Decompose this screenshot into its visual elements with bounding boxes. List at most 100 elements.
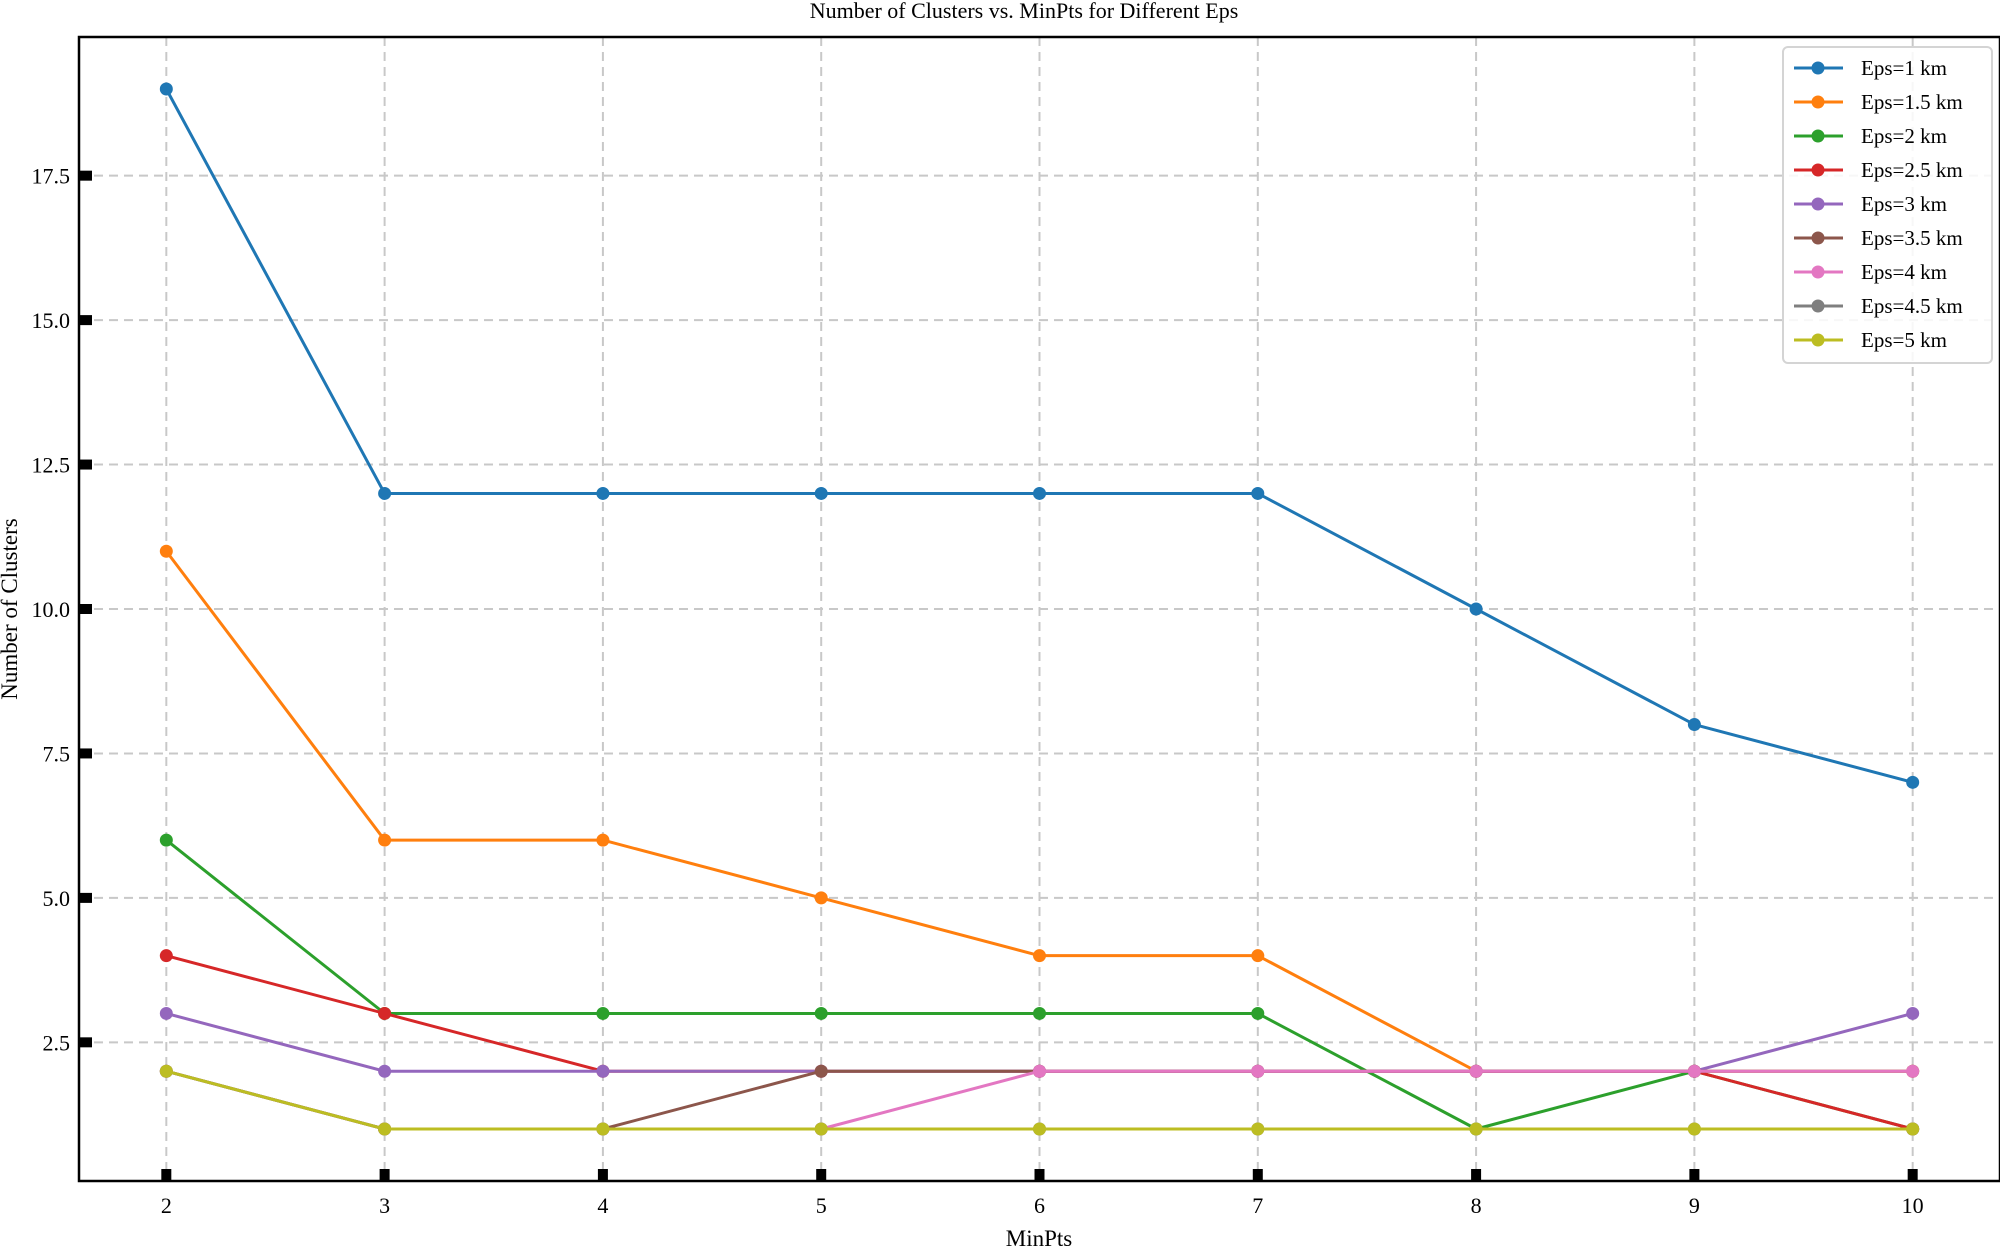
plot-frame (77, 35, 2000, 1183)
data-point (1251, 1006, 1265, 1020)
x-tick-mark (1471, 1169, 1482, 1180)
x-tick-label: 4 (597, 1193, 608, 1218)
data-point (1033, 1006, 1046, 1020)
data-point (1251, 486, 1265, 500)
x-tick-label: 3 (379, 1193, 390, 1218)
legend-marker (1811, 265, 1825, 279)
legend-entry: Eps=1 km (1794, 56, 1947, 80)
legend-marker (1811, 197, 1825, 211)
x-tick-mark (1907, 1169, 1918, 1180)
x-tick-label: 8 (1471, 1193, 1482, 1218)
y-tick-mark (80, 604, 92, 614)
x-tick-mark (597, 1169, 608, 1180)
legend-marker (1811, 333, 1825, 347)
data-point (1251, 949, 1265, 963)
data-point (378, 1122, 392, 1136)
legend-marker (1811, 231, 1825, 245)
data-point (159, 82, 173, 96)
data-point (159, 833, 173, 847)
legend-entry: Eps=2 km (1794, 124, 1947, 148)
legend-label: Eps=1.5 km (1861, 90, 1963, 114)
legend-label: Eps=4 km (1861, 260, 1947, 284)
x-tick-label: 5 (816, 1193, 827, 1218)
data-point (814, 1122, 828, 1136)
data-point (378, 486, 392, 500)
x-tick-mark (379, 1169, 390, 1180)
y-tick-label: 2.5 (43, 1030, 71, 1055)
x-tick-label: 6 (1034, 1193, 1045, 1218)
data-point (814, 486, 828, 500)
legend-marker (1811, 129, 1825, 143)
legend-label: Eps=2 km (1861, 124, 1947, 148)
x-tick-mark (1034, 1169, 1045, 1180)
y-tick-label: 17.5 (32, 164, 71, 189)
y-tick-mark (80, 315, 92, 326)
y-tick-label: 10.0 (32, 597, 71, 622)
y-tick-label: 5.0 (43, 886, 71, 911)
legend-marker (1811, 163, 1825, 177)
legend-entry: Eps=4.5 km (1794, 294, 1963, 318)
series-group (159, 82, 1920, 1136)
series-9 (159, 1064, 1920, 1136)
data-point (159, 544, 173, 558)
data-point (1687, 1122, 1701, 1136)
y-tick-mark (80, 1037, 92, 1048)
x-tick-mark (1252, 1169, 1263, 1180)
data-point (596, 1064, 610, 1078)
legend-entry: Eps=3.5 km (1794, 226, 1963, 250)
y-tick-mark (80, 170, 92, 181)
legend: Eps=1 km Eps=1.5 km Eps=2 km Eps=2.5 km Eps=… (1782, 46, 1993, 364)
legend-label: Eps=3.5 km (1861, 226, 1963, 250)
legend-marker (1811, 95, 1825, 109)
data-point (1033, 1064, 1046, 1078)
data-point (814, 891, 828, 905)
y-tick-mark (80, 748, 92, 759)
legend-marker (1811, 299, 1825, 313)
grid-lines (79, 37, 2000, 1181)
data-point (1906, 1122, 1920, 1136)
series-1 (159, 82, 1920, 789)
legend-label: Eps=4.5 km (1861, 294, 1963, 318)
y-tick-mark (80, 892, 92, 903)
legend-label: Eps=3 km (1861, 192, 1947, 216)
data-point (596, 833, 610, 847)
y-tick-label: 12.5 (32, 453, 71, 478)
data-point (1033, 949, 1046, 963)
legend-entry: Eps=2.5 km (1794, 158, 1963, 182)
x-tick-label: 10 (1902, 1193, 1924, 1218)
legend-marker (1811, 61, 1825, 75)
legend-entry: Eps=4 km (1794, 260, 1947, 284)
data-point (1033, 1122, 1046, 1136)
x-tick-label: 7 (1252, 1193, 1263, 1218)
data-point (814, 1006, 828, 1020)
data-point (1251, 1064, 1265, 1078)
legend-entry: Eps=3 km (1794, 192, 1947, 216)
data-point (596, 1122, 610, 1136)
data-point (596, 1006, 610, 1020)
x-axis-label: MinPts (1006, 1226, 1073, 1246)
data-point (1906, 775, 1920, 789)
data-point (596, 486, 610, 500)
legend-label: Eps=2.5 km (1861, 158, 1963, 182)
data-point (378, 1064, 392, 1078)
legend-entry: Eps=1.5 km (1794, 90, 1963, 114)
legend-label: Eps=1 km (1861, 56, 1947, 80)
x-tick-mark (161, 1169, 172, 1180)
y-tick-mark (80, 459, 92, 470)
x-tick-mark (816, 1169, 827, 1180)
data-point (378, 1006, 392, 1020)
axis-ticks: 2 3 4 5 6 7 8 9 10 2.5 5.0 7.5 10.0 12.5 15.0 17.5 (32, 164, 1924, 1218)
data-point (814, 1064, 828, 1078)
legend-label: Eps=5 km (1861, 328, 1947, 352)
data-point (1469, 1122, 1483, 1136)
data-point (1906, 1064, 1920, 1078)
data-point (378, 833, 392, 847)
data-point (1469, 602, 1483, 616)
data-point (1906, 1006, 1920, 1020)
data-point (1033, 486, 1046, 500)
x-tick-label: 9 (1689, 1193, 1700, 1218)
y-tick-label: 15.0 (32, 308, 71, 333)
data-point (1469, 1064, 1483, 1078)
x-tick-mark (1689, 1169, 1700, 1180)
